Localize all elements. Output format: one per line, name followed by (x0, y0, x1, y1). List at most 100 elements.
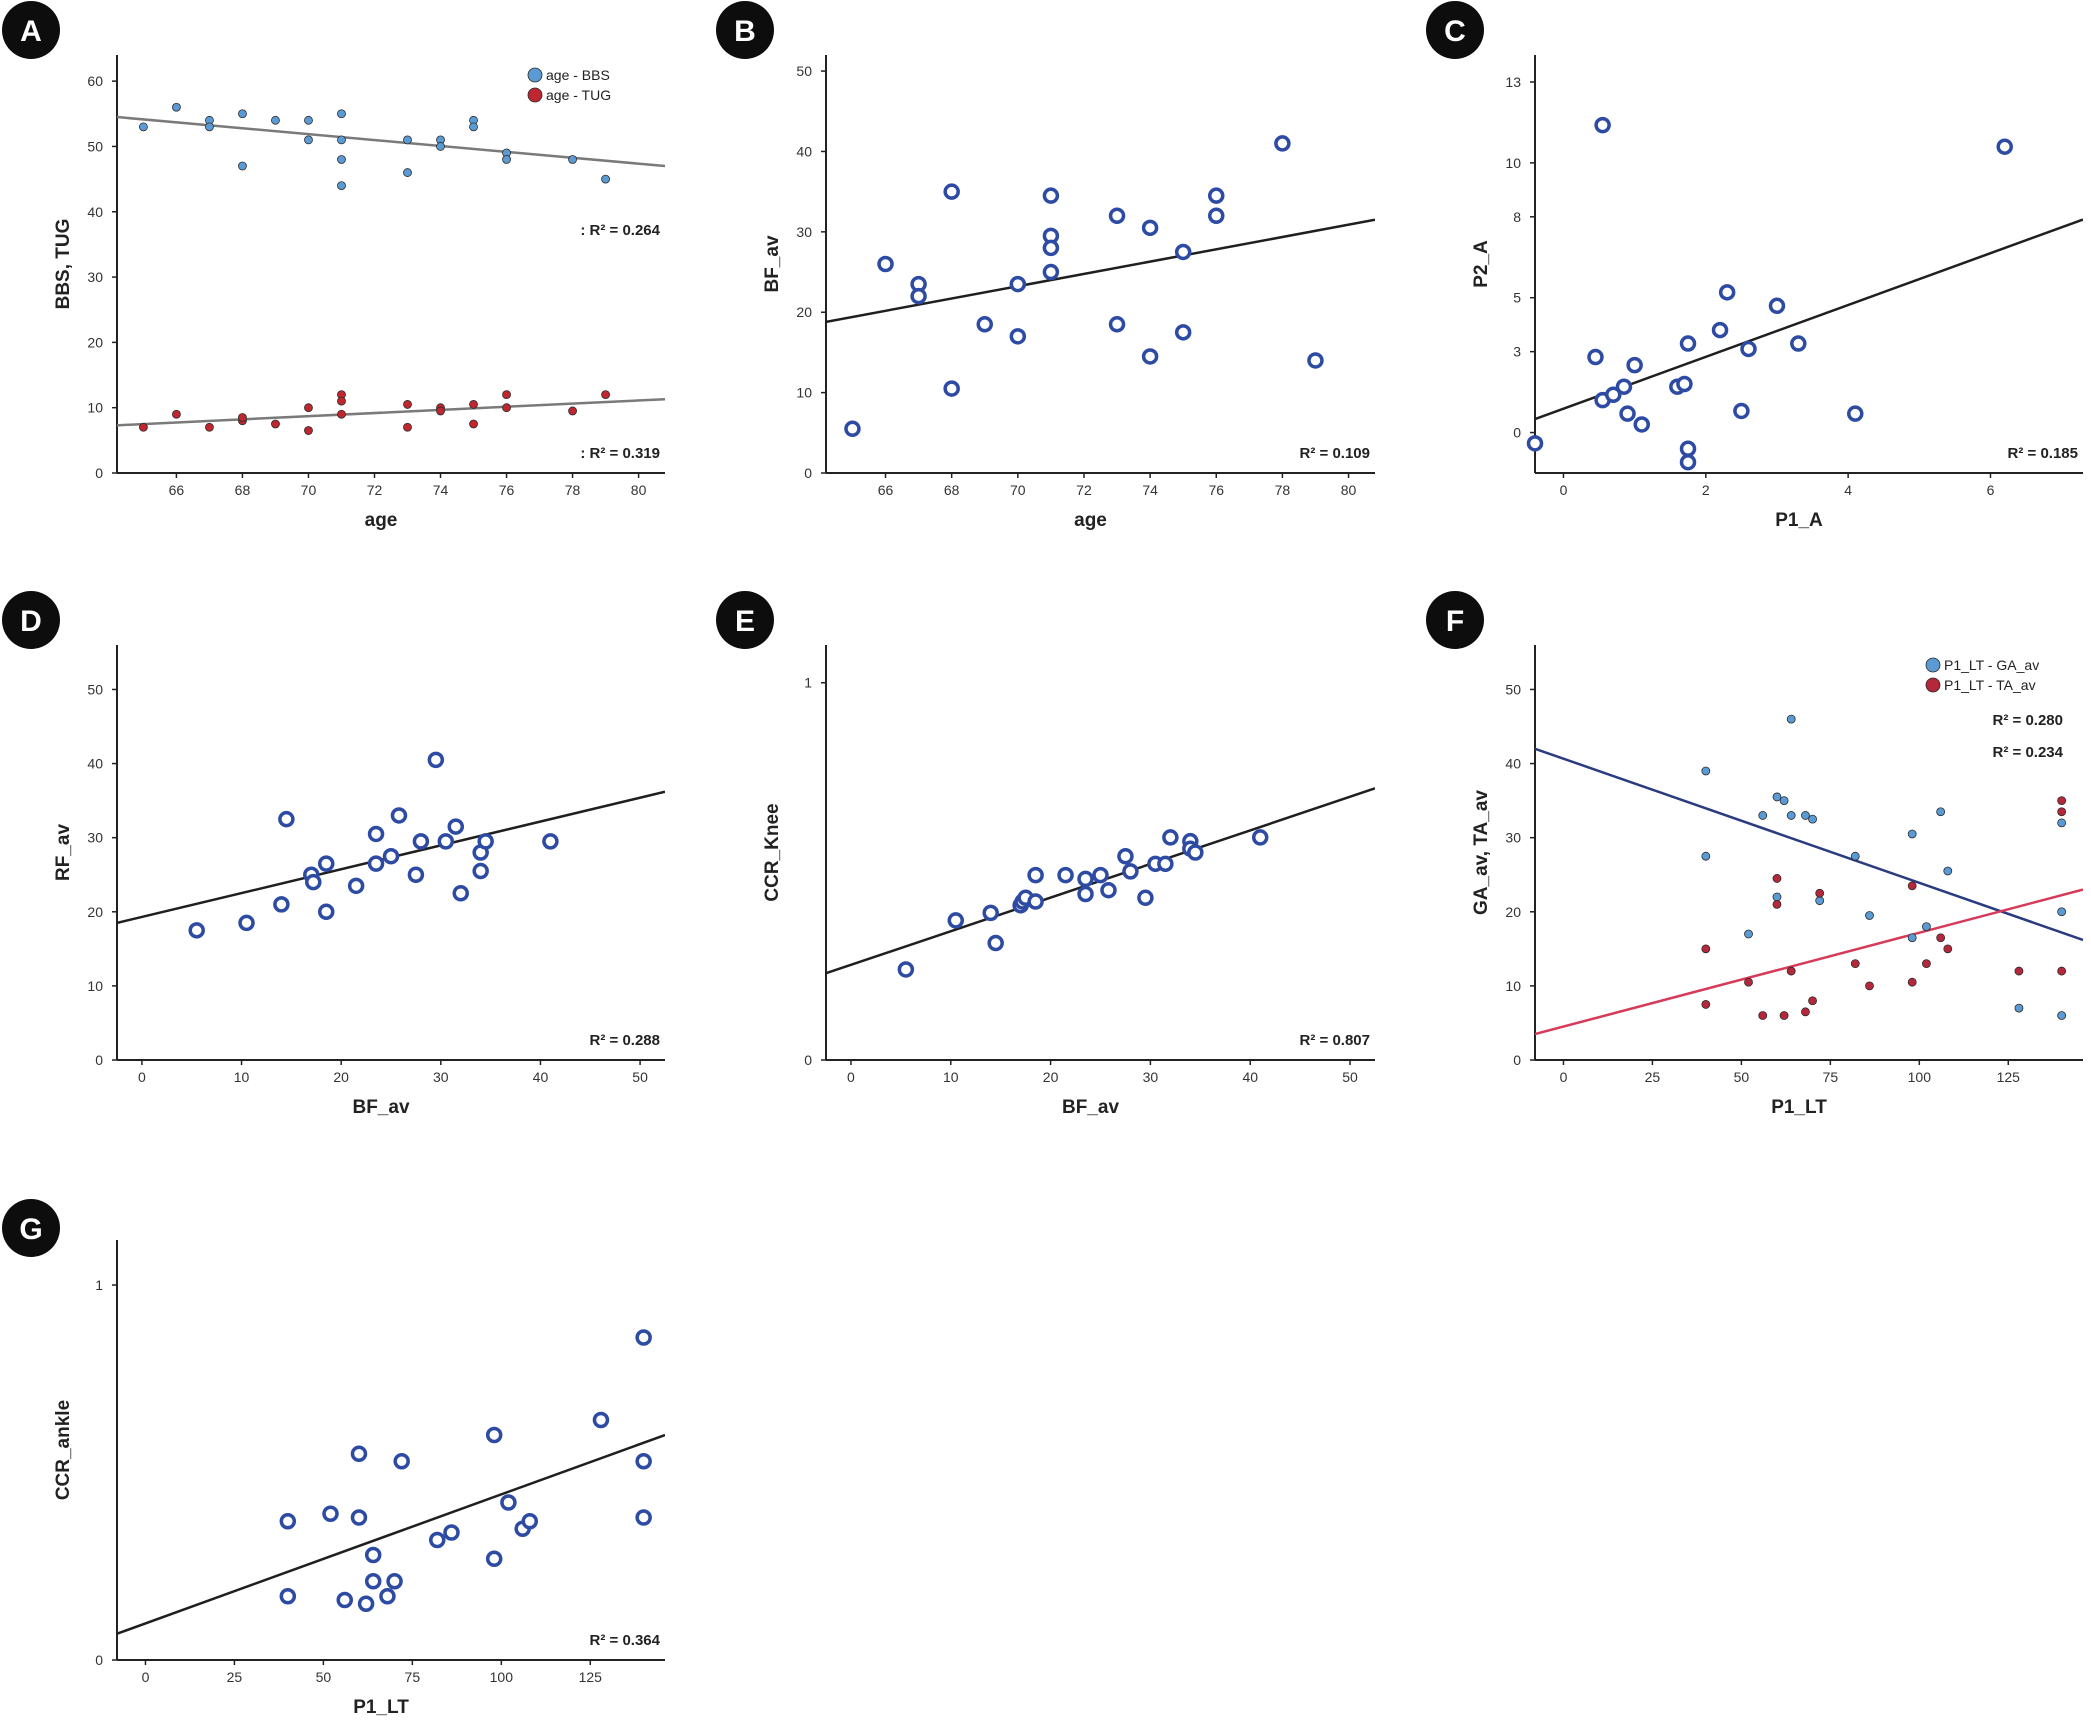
data-point-b (1177, 245, 1190, 258)
data-point-a (337, 156, 345, 164)
x-tick-label: 25 (1645, 1069, 1661, 1085)
data-point-f (1851, 852, 1859, 860)
x-tick-label: 10 (943, 1069, 959, 1085)
data-point-b (1044, 266, 1057, 279)
legend-label: P1_LT - TA_av (1944, 677, 2036, 693)
data-point-a (404, 400, 412, 408)
data-point-a (337, 397, 345, 405)
x-tick-label: 25 (227, 1669, 243, 1685)
data-point-g (637, 1511, 650, 1524)
y-axis-label-f: GA_av, TA_av (1471, 790, 1492, 915)
y-tick-label: 30 (87, 830, 103, 846)
y-axis-label-a: BBS, TUG (53, 219, 74, 310)
x-tick-label: 50 (1734, 1069, 1750, 1085)
r-squared-label-a: : R² = 0.264 (580, 222, 660, 239)
data-point-c (1721, 286, 1734, 299)
data-point-f (1702, 852, 1710, 860)
x-tick-label: 78 (565, 482, 581, 498)
data-point-f (1908, 830, 1916, 838)
data-point-f (2058, 967, 2066, 975)
data-point-f (1787, 811, 1795, 819)
data-point-a (139, 123, 147, 131)
data-point-d (320, 905, 333, 918)
data-point-c (1770, 299, 1783, 312)
data-point-e (1102, 884, 1115, 897)
data-point-g (637, 1331, 650, 1344)
data-point-d (429, 753, 442, 766)
y-tick-label: 0 (1513, 1052, 1521, 1068)
data-point-g (352, 1511, 365, 1524)
data-point-e (1139, 891, 1152, 904)
y-tick-label: 50 (87, 138, 103, 154)
x-tick-label: 0 (1560, 1069, 1568, 1085)
data-point-c (1589, 351, 1602, 364)
data-point-f (1908, 978, 1916, 986)
data-point-f (1944, 945, 1952, 953)
legend-marker (1926, 678, 1940, 692)
data-point-e (1079, 888, 1092, 901)
data-point-a (602, 175, 610, 183)
data-point-f (1865, 982, 1873, 990)
panel-label-b: B (734, 15, 756, 48)
data-point-f (1908, 934, 1916, 942)
figure-canvas: 66687072747678800102030405060ageBBS, TUG… (0, 0, 2091, 1720)
x-tick-label: 30 (1143, 1069, 1159, 1085)
data-point-d (240, 916, 253, 929)
data-point-a (238, 162, 246, 170)
data-point-b (1111, 318, 1124, 331)
legend-marker (528, 88, 542, 102)
data-point-b (912, 290, 925, 303)
x-axis-label-b: age (1074, 510, 1107, 531)
data-point-f (1702, 945, 1710, 953)
chart-panel-c: 024603581013P1_AP2_AR² = 0.185C (1426, 1, 2083, 531)
y-tick-label: 0 (1513, 425, 1521, 441)
y-tick-label: 20 (1505, 904, 1521, 920)
data-point-g (338, 1594, 351, 1607)
r-squared-label-g: R² = 0.364 (590, 1632, 661, 1649)
data-point-d (280, 813, 293, 826)
data-point-d (190, 924, 203, 937)
x-axis-label-a: age (365, 510, 398, 531)
data-point-e (1159, 857, 1172, 870)
x-tick-label: 66 (878, 482, 894, 498)
x-tick-label: 20 (333, 1069, 349, 1085)
data-point-f (2058, 797, 2066, 805)
x-tick-label: 6 (1987, 482, 1995, 498)
chart-panel-b: 666870727476788001020304050ageBF_avR² = … (716, 1, 1375, 531)
y-tick-label: 1 (95, 1277, 103, 1293)
data-point-d (275, 898, 288, 911)
y-tick-label: 50 (87, 681, 103, 697)
data-point-g (637, 1455, 650, 1468)
data-point-c (1682, 456, 1695, 469)
panel-label-d: D (20, 605, 42, 638)
data-point-c (1617, 380, 1630, 393)
data-point-a (337, 410, 345, 418)
data-point-f (1801, 811, 1809, 819)
data-point-f (2058, 908, 2066, 916)
data-point-f (2015, 967, 2023, 975)
x-tick-label: 68 (944, 482, 960, 498)
x-tick-label: 50 (316, 1669, 332, 1685)
data-point-a (569, 156, 577, 164)
data-point-a (304, 404, 312, 412)
data-point-g (445, 1526, 458, 1539)
data-point-c (1849, 407, 1862, 420)
data-point-b (945, 382, 958, 395)
r-squared-label-e: R² = 0.807 (1300, 1032, 1370, 1049)
x-tick-label: 68 (235, 482, 251, 498)
data-point-e (1094, 869, 1107, 882)
chart-panel-a: 66687072747678800102030405060ageBBS, TUG… (2, 1, 665, 531)
y-axis-label-d: RF_av (53, 824, 74, 881)
data-point-a (503, 404, 511, 412)
y-tick-label: 30 (796, 224, 812, 240)
y-tick-label: 40 (796, 143, 812, 159)
y-tick-label: 30 (1505, 830, 1521, 846)
x-tick-label: 40 (1242, 1069, 1258, 1085)
data-point-b (1276, 137, 1289, 150)
x-tick-label: 74 (1142, 482, 1158, 498)
data-point-e (1029, 895, 1042, 908)
y-tick-label: 20 (87, 334, 103, 350)
legend-label: age - BBS (546, 67, 610, 83)
x-tick-label: 0 (1560, 482, 1568, 498)
data-point-d (414, 835, 427, 848)
